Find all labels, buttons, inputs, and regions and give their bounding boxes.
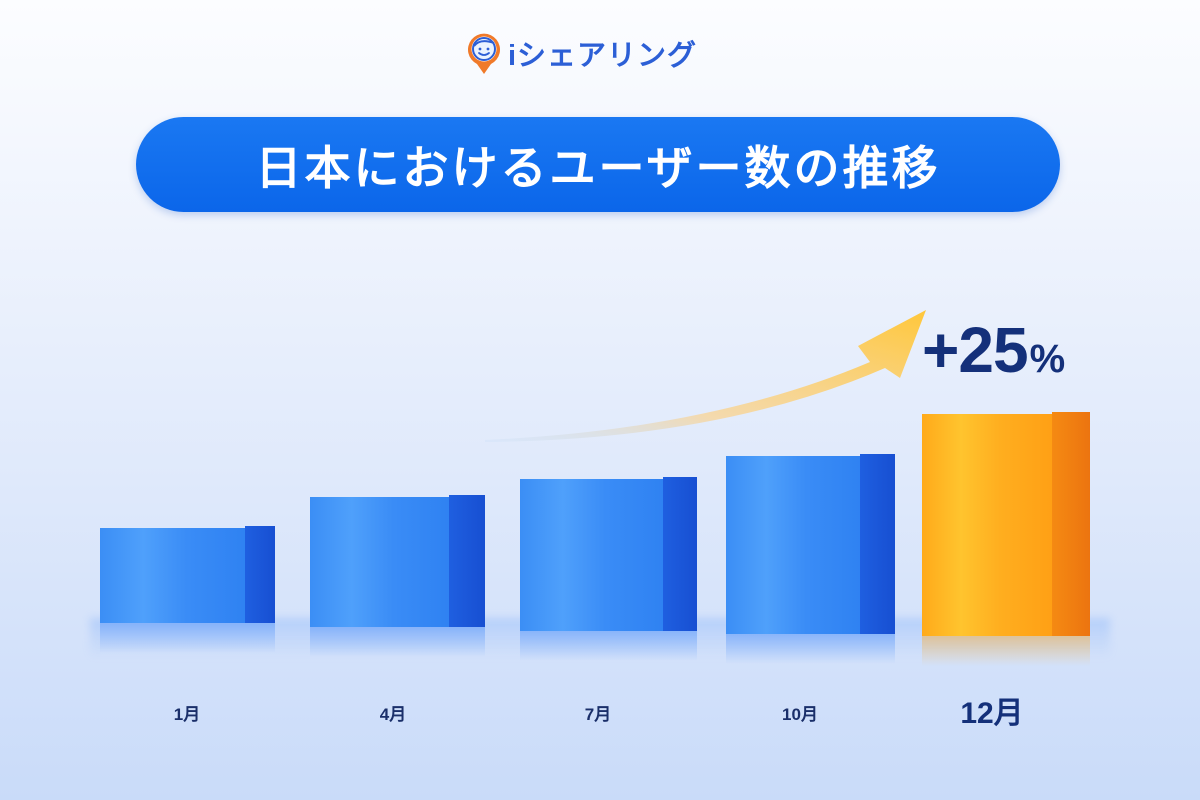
smiling-face-map-pin-icon: [466, 30, 502, 76]
x-label-oct: 10月: [782, 705, 818, 724]
growth-annotation: +25%: [922, 318, 1066, 382]
page-title: 日本におけるユーザー数の推移: [255, 140, 941, 195]
x-label-dec: 12月: [960, 697, 1024, 730]
rising-arrow-icon: [485, 310, 926, 442]
brand-logo: iシェアリング: [466, 30, 697, 76]
bar-jan: [100, 526, 275, 653]
brand-name: iシェアリング: [508, 40, 698, 72]
growth-suffix: %: [1029, 337, 1066, 381]
x-label-jan: 1月: [173, 705, 201, 724]
x-label-apr: 4月: [379, 705, 407, 724]
bar-oct: [726, 454, 895, 664]
bar-jul: [520, 477, 697, 661]
title-banner: 日本におけるユーザー数の推移: [136, 117, 1060, 212]
bar-dec-highlight: [922, 412, 1090, 666]
growth-value: +25: [922, 314, 1029, 386]
x-label-jul: 7月: [584, 705, 612, 724]
bar-apr: [310, 495, 485, 657]
